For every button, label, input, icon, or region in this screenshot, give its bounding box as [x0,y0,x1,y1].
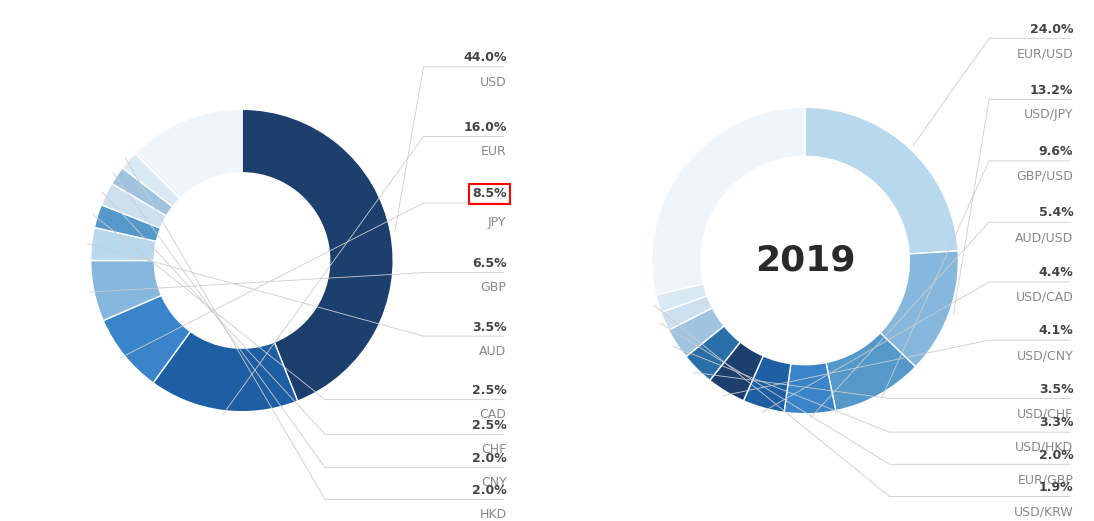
Text: 2.0%: 2.0% [1038,449,1073,462]
Text: 8.5%: 8.5% [472,188,507,201]
Text: AUD/USD: AUD/USD [1015,231,1073,244]
Text: CNY: CNY [481,476,507,489]
Text: AUD: AUD [479,345,507,358]
Text: USD/JPY: USD/JPY [1024,108,1073,121]
Text: USD: USD [480,76,507,89]
Text: 16.0%: 16.0% [463,121,507,134]
Wedge shape [655,284,707,313]
Text: GBP/USD: GBP/USD [1016,170,1073,183]
Text: 3.3%: 3.3% [1039,416,1073,429]
Text: HKD: HKD [479,508,507,521]
Wedge shape [881,251,958,367]
Text: 4.1%: 4.1% [1038,325,1073,338]
Wedge shape [784,363,836,414]
Text: 5.4%: 5.4% [1038,206,1073,219]
Wedge shape [652,107,805,295]
Wedge shape [123,154,179,207]
Text: USD/HKD: USD/HKD [1015,441,1073,454]
Text: 2.5%: 2.5% [472,419,507,432]
Wedge shape [91,228,156,260]
Text: 6.5%: 6.5% [472,257,507,270]
Wedge shape [710,342,764,401]
Wedge shape [94,205,161,241]
Text: JPY: JPY [488,216,507,229]
Text: EUR/USD: EUR/USD [1016,47,1073,60]
Wedge shape [91,260,162,320]
Text: USD/CAD: USD/CAD [1015,291,1073,304]
Wedge shape [744,356,791,412]
Text: 3.5%: 3.5% [1038,383,1073,396]
Text: 4.4%: 4.4% [1038,266,1073,279]
Wedge shape [805,107,958,254]
Wedge shape [661,296,712,330]
Text: 9.6%: 9.6% [1039,145,1073,158]
Wedge shape [112,168,173,216]
Text: 1.9%: 1.9% [1038,481,1073,494]
Wedge shape [668,308,724,357]
Wedge shape [153,331,298,412]
Text: CHF: CHF [481,443,507,456]
Wedge shape [135,109,242,199]
Text: GBP: GBP [480,281,507,294]
Text: USD/CNY: USD/CNY [1016,349,1073,362]
Wedge shape [102,183,166,228]
Text: 3.5%: 3.5% [472,320,507,333]
Text: 2.0%: 2.0% [472,484,507,497]
Text: 13.2%: 13.2% [1029,84,1073,97]
Text: EUR: EUR [481,145,507,158]
Text: CAD: CAD [480,408,507,421]
Wedge shape [686,326,741,380]
Wedge shape [103,295,190,383]
Text: 2.5%: 2.5% [472,384,507,397]
Text: 44.0%: 44.0% [463,52,507,65]
Wedge shape [826,333,916,411]
Text: 24.0%: 24.0% [1029,22,1073,35]
Text: 2019: 2019 [755,243,856,278]
Text: EUR/GBP: EUR/GBP [1017,473,1073,486]
Text: 2.0%: 2.0% [472,452,507,465]
Text: USD/KRW: USD/KRW [1013,505,1073,518]
Wedge shape [242,109,393,401]
Text: USD/CHF: USD/CHF [1017,407,1073,420]
